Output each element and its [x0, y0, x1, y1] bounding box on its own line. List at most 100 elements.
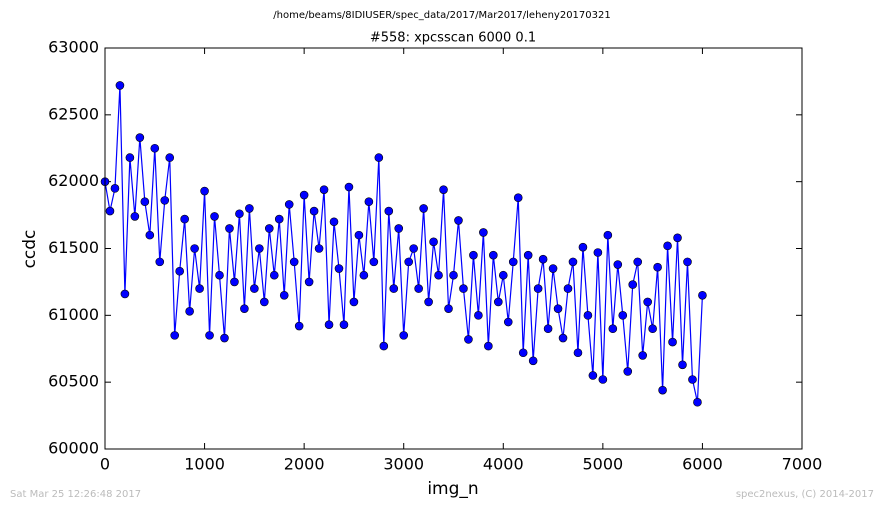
data-point [613, 260, 623, 269]
data-point [698, 290, 707, 300]
x-tick-label: 1000 [184, 455, 225, 474]
data-point [175, 266, 184, 276]
data-point [289, 257, 299, 267]
data-point [269, 270, 279, 280]
series-line [104, 85, 704, 403]
y-tick-label: 62500 [48, 104, 99, 123]
data-point [449, 270, 458, 280]
data-point [394, 224, 404, 233]
data-point [304, 277, 314, 287]
footer-left: Sat Mar 25 12:26:48 2017 [10, 489, 141, 500]
y-tick-label: 60500 [48, 372, 99, 391]
data-point [279, 290, 289, 300]
data-point [434, 270, 443, 280]
data-point [140, 197, 150, 207]
data-point [274, 214, 284, 224]
data-point [414, 284, 423, 293]
data-point [374, 153, 384, 162]
data-point [165, 153, 175, 162]
data-point [115, 81, 125, 90]
data-point [623, 367, 633, 376]
data-point [618, 311, 628, 320]
data-point [399, 331, 409, 340]
data-point [230, 277, 239, 287]
data-point [553, 304, 563, 313]
data-point [384, 206, 394, 216]
data-point [563, 284, 573, 293]
data-point [439, 185, 448, 194]
y-tick-label: 61500 [48, 238, 99, 257]
data-point [225, 224, 234, 233]
y-tick-label: 61000 [48, 305, 99, 324]
data-point [324, 320, 334, 329]
data-point [648, 324, 657, 334]
x-tick-label: 6000 [682, 455, 723, 474]
x-tick-label: 7000 [782, 455, 823, 474]
data-point [573, 348, 583, 358]
data-point [568, 257, 578, 267]
data-point [200, 186, 209, 196]
data-point [349, 297, 359, 307]
data-point [658, 385, 667, 395]
data-point [250, 284, 259, 293]
data-point [314, 244, 324, 253]
data-point [369, 257, 379, 267]
data-point [508, 257, 518, 267]
data-point [588, 371, 598, 380]
x-tick-label: 3000 [383, 455, 424, 474]
data-point [643, 297, 652, 307]
data-point [474, 311, 483, 320]
data-point [638, 351, 647, 360]
data-point [339, 320, 349, 329]
y-axis-label: ccdc [20, 230, 40, 269]
chart-title: #558: xpcsscan 6000 0.1 [370, 31, 536, 46]
data-point [608, 324, 618, 334]
data-point [533, 284, 543, 293]
data-point [264, 224, 274, 233]
data-point [180, 214, 189, 224]
data-point [668, 337, 677, 347]
data-point [210, 212, 219, 221]
data-point [245, 204, 254, 213]
data-point [598, 375, 608, 384]
data-point [125, 153, 135, 162]
data-point [688, 375, 697, 384]
data-point [538, 254, 548, 264]
data-point [593, 248, 603, 257]
data-point [518, 348, 528, 358]
data-point [379, 341, 389, 351]
data-point [354, 230, 364, 240]
data-point [195, 284, 204, 293]
data-point [160, 196, 170, 205]
data-point [309, 206, 319, 216]
data-point [498, 270, 508, 280]
data-point [409, 244, 418, 253]
data-point [145, 230, 155, 240]
data-point [255, 244, 264, 253]
plot-frame [104, 47, 803, 450]
x-axis-label: img_n [427, 479, 478, 499]
data-point [578, 242, 588, 252]
data-point [548, 264, 558, 273]
data-point [464, 335, 473, 344]
x-tick-label: 4000 [483, 455, 524, 474]
data-point [523, 250, 533, 260]
data-point [359, 270, 369, 280]
data-point [130, 212, 140, 221]
data-point [334, 264, 344, 273]
data-point [603, 230, 613, 240]
y-tick-label: 62000 [48, 171, 99, 190]
data-point [633, 257, 643, 267]
data-point [284, 200, 294, 209]
data-point [503, 317, 513, 327]
data-point [454, 216, 463, 225]
data-point [344, 182, 354, 192]
data-point [489, 250, 498, 260]
data-point [429, 237, 438, 247]
data-point [155, 257, 165, 267]
x-tick-label: 5000 [582, 455, 623, 474]
data-point [513, 193, 523, 203]
data-point [558, 333, 568, 343]
data-point [110, 184, 120, 193]
